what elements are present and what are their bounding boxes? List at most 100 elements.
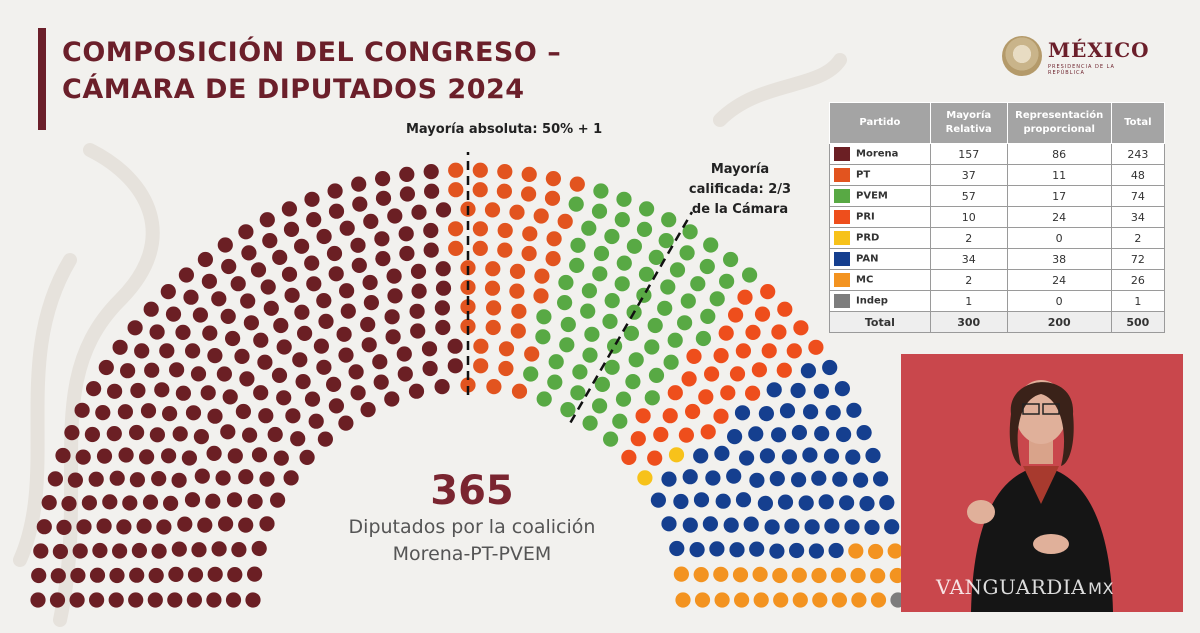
seat-pt — [486, 300, 502, 316]
seat-pri — [728, 307, 744, 323]
seat-morena — [297, 325, 313, 341]
seat-pt — [472, 240, 488, 256]
party-name: Indep — [856, 295, 888, 307]
seat-pvem — [582, 415, 598, 431]
seat-pan — [802, 447, 818, 463]
cell-relativa: 2 — [929, 269, 1008, 291]
seat-morena — [435, 319, 451, 336]
seat-morena — [259, 212, 275, 228]
seat-morena — [181, 450, 197, 466]
seat-morena — [242, 427, 258, 443]
seat-pan — [856, 425, 872, 441]
total-total: 500 — [1110, 311, 1166, 333]
seat-morena — [102, 494, 118, 510]
seat-morena — [129, 472, 145, 488]
party-color-swatch — [834, 273, 850, 287]
seat-pan — [764, 519, 780, 535]
seat-morena — [142, 494, 159, 510]
seat-pvem — [604, 228, 620, 245]
seat-morena — [408, 383, 425, 399]
party-color-swatch — [834, 294, 850, 308]
seat-pvem — [568, 196, 584, 212]
seat-pvem — [661, 212, 677, 228]
seat-mc — [732, 567, 749, 583]
party-cell: Morena — [829, 143, 931, 165]
party-name: Morena — [856, 148, 899, 160]
cell-proporcional: 17 — [1006, 185, 1112, 207]
seat-pt — [498, 341, 515, 357]
party-color-swatch — [834, 252, 850, 266]
seat-pan — [650, 492, 667, 508]
seat-pan — [822, 359, 838, 376]
seat-pan — [859, 496, 875, 512]
cell-relativa: 34 — [929, 248, 1008, 270]
seat-pri — [729, 366, 746, 382]
seat-mc — [753, 592, 769, 608]
seat-morena — [148, 567, 164, 584]
seat-pvem — [614, 276, 630, 292]
seat-morena — [206, 592, 222, 608]
seat-pvem — [719, 273, 735, 289]
seat-morena — [67, 472, 83, 488]
seat-morena — [351, 176, 367, 192]
seat-morena — [260, 279, 276, 295]
seat-pri — [808, 339, 824, 355]
seat-pan — [709, 541, 725, 557]
seat-pt — [448, 182, 464, 198]
seat-morena — [211, 291, 227, 307]
seat-pvem — [547, 374, 563, 390]
seat-pan — [853, 472, 869, 488]
seat-morena — [165, 306, 182, 322]
seat-morena — [338, 347, 354, 363]
seat-pan — [682, 517, 698, 533]
seats-group — [30, 162, 906, 608]
seat-morena — [191, 542, 207, 558]
seat-pvem — [636, 221, 653, 237]
seat-pvem — [680, 293, 696, 309]
seat-pvem — [535, 329, 551, 345]
seat-morena — [178, 267, 194, 283]
seat-pri — [761, 343, 777, 359]
seat-pvem — [690, 276, 706, 292]
seat-pt — [497, 222, 513, 239]
seat-pvem — [593, 183, 609, 199]
seat-morena — [411, 204, 427, 220]
seat-pan — [823, 448, 840, 464]
seat-prd — [668, 447, 685, 463]
seat-mc — [773, 592, 789, 608]
seat-pan — [791, 424, 808, 441]
seat-morena — [294, 238, 310, 254]
seat-pan — [771, 427, 787, 443]
seat-morena — [372, 354, 388, 370]
seat-morena — [384, 309, 400, 325]
seat-pvem — [604, 293, 620, 309]
party-color-swatch — [834, 231, 850, 245]
seat-pvem — [703, 237, 719, 253]
seat-morena — [360, 402, 376, 418]
seat-morena — [134, 343, 150, 359]
seat-pvem — [570, 237, 586, 253]
seat-pt — [473, 338, 489, 354]
seat-pan — [669, 540, 685, 557]
seat-morena — [177, 516, 193, 532]
seat-pri — [713, 348, 729, 364]
seat-morena — [194, 468, 210, 484]
seat-pan — [743, 516, 759, 532]
seat-pan — [673, 493, 689, 510]
seat-morena — [360, 316, 376, 333]
seat-pt — [534, 268, 550, 284]
seat-pvem — [660, 279, 676, 295]
seat-morena — [211, 541, 227, 557]
seat-pan — [702, 516, 719, 532]
seat-pri — [793, 320, 809, 336]
seat-morena — [185, 343, 201, 359]
seat-morena — [283, 470, 299, 486]
seat-pan — [839, 495, 855, 511]
seat-morena — [50, 568, 66, 584]
seat-morena — [375, 171, 391, 187]
results-table: Partido Mayoría Relativa Representación … — [829, 102, 1166, 333]
seat-morena — [106, 426, 122, 442]
seat-pt — [545, 171, 562, 187]
seat-pri — [698, 389, 714, 405]
